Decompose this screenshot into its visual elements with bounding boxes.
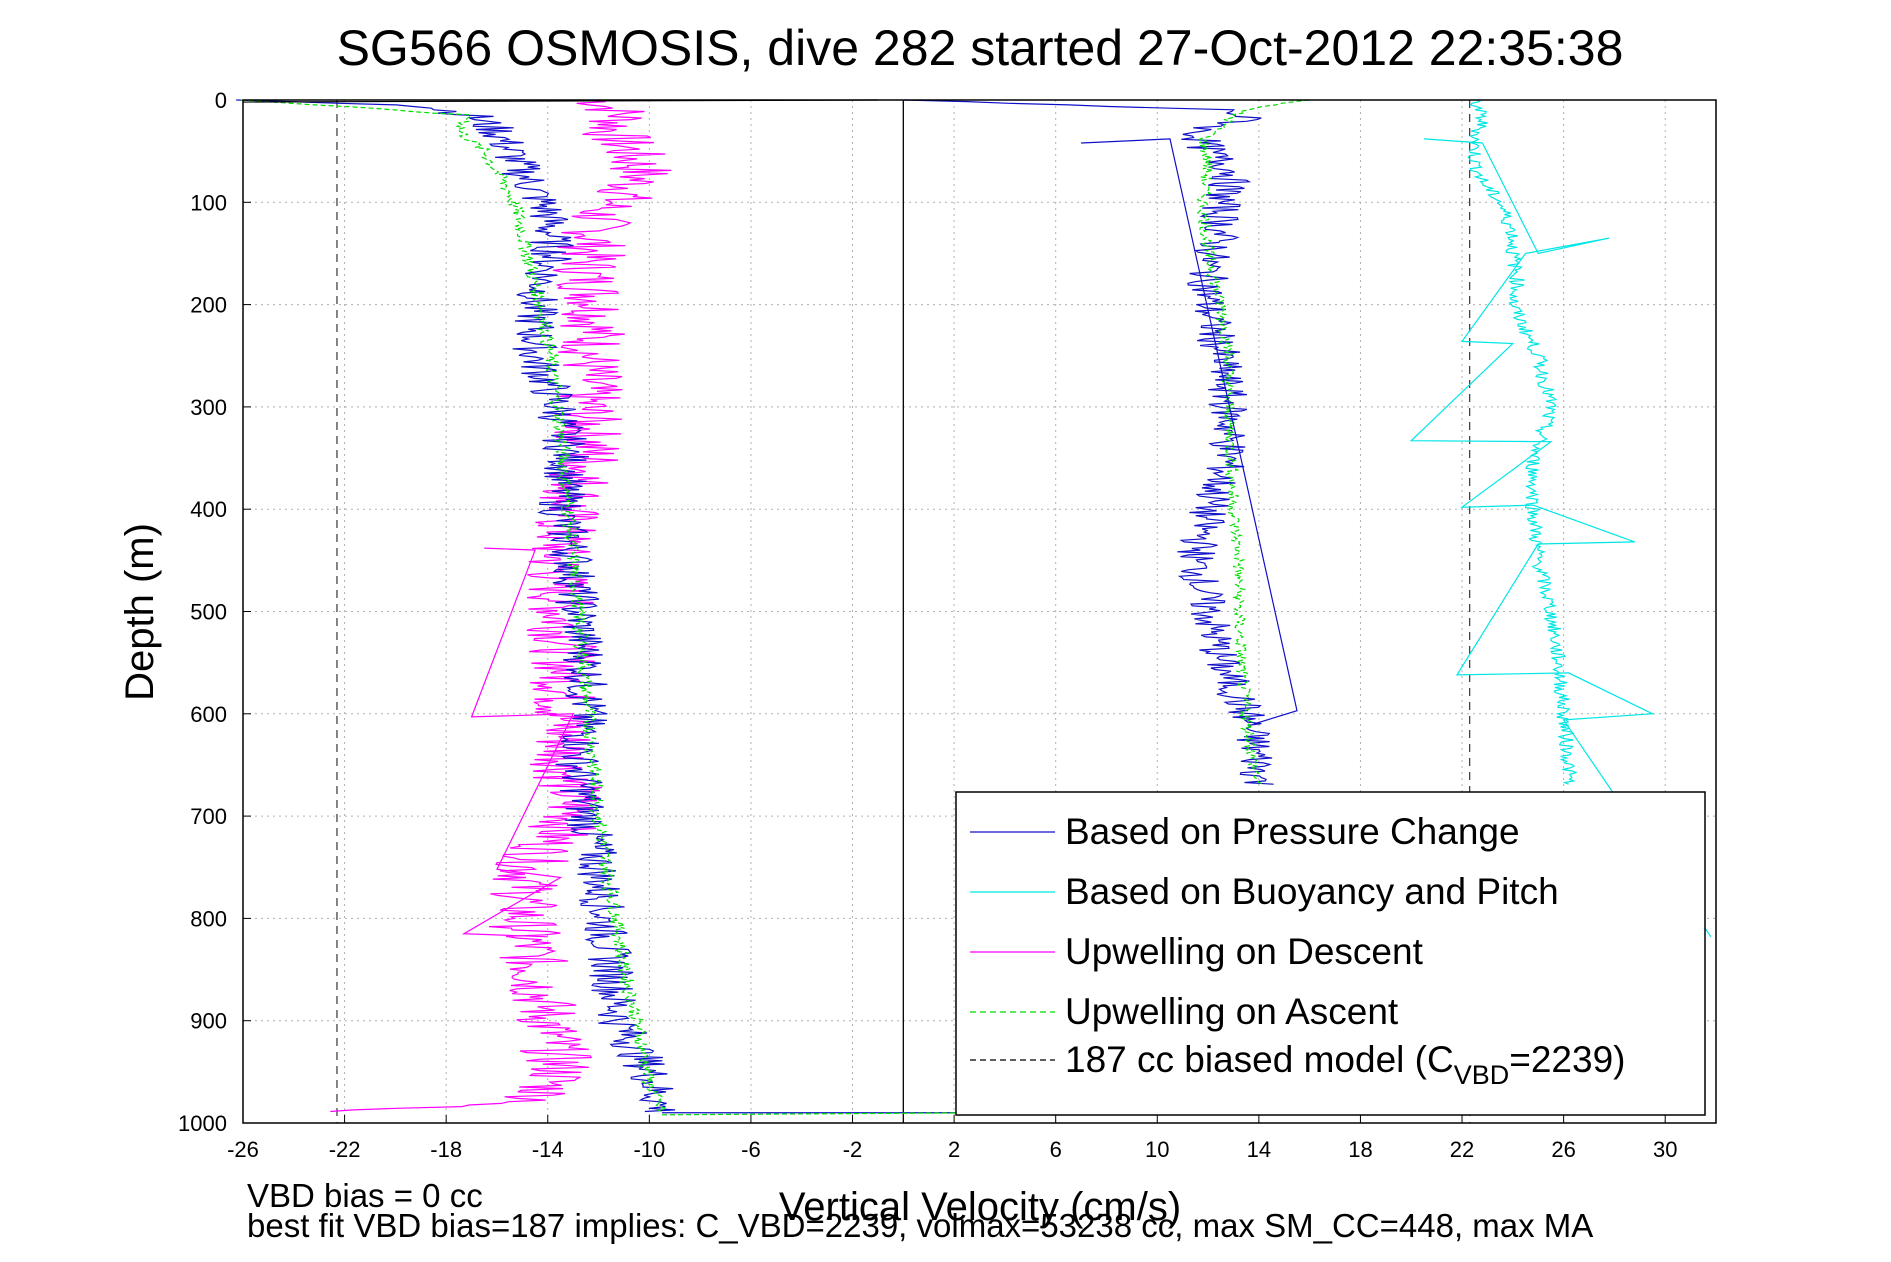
axis-ticks: -26 -22 -18 -14 -10 -6 -2 2 6 10 14 18 22 26 300100200… — [178, 88, 1677, 1162]
y-tick-label: 400 — [190, 497, 227, 522]
x-tick-label: -10 — [633, 1137, 665, 1162]
y-tick-label: 500 — [190, 600, 227, 625]
y-tick-label: 100 — [190, 190, 227, 215]
footer-fit-info: best fit VBD bias=187 implies: C_VBD=223… — [247, 1207, 1593, 1244]
chart-title: SG566 OSMOSIS, dive 282 started 27-Oct-2… — [337, 20, 1624, 76]
x-axis-label: Vertical Velocity (cm/s) — [779, 1185, 1181, 1229]
series-trace — [1196, 99, 1310, 785]
legend-label: Based on Pressure Change — [1065, 811, 1520, 852]
x-tick-label: -18 — [430, 1137, 462, 1162]
series-trace — [330, 99, 672, 1113]
series-trace — [236, 99, 676, 1113]
x-tick-label: 2 — [948, 1137, 960, 1162]
series-trace — [240, 99, 668, 1113]
series-group — [236, 99, 1578, 1113]
x-tick-label: 30 — [1653, 1137, 1677, 1162]
y-tick-label: 1000 — [178, 1111, 227, 1136]
footer-vbd-bias: VBD bias = 0 cc — [247, 1177, 483, 1214]
x-tick-label: -14 — [532, 1137, 564, 1162]
x-tick-label: 6 — [1050, 1137, 1062, 1162]
y-tick-label: 900 — [190, 1009, 227, 1034]
x-tick-label: 10 — [1145, 1137, 1169, 1162]
reference-lines — [336, 100, 1471, 1123]
x-tick-label: 26 — [1551, 1137, 1575, 1162]
series-spike — [1409, 138, 1712, 938]
legend-label: Upwelling on Ascent — [1065, 991, 1399, 1032]
y-tick-label: 300 — [190, 395, 227, 420]
series-spike — [461, 547, 575, 938]
y-axis-label: Depth (m) — [118, 523, 162, 701]
y-tick-label: 600 — [190, 702, 227, 727]
legend-label: Upwelling on Descent — [1065, 931, 1424, 972]
y-tick-label: 700 — [190, 804, 227, 829]
legend-label: 187 cc biased model (CVBD=2239) — [1065, 1039, 1625, 1090]
x-tick-label: 18 — [1348, 1137, 1372, 1162]
x-tick-label: -26 — [227, 1137, 259, 1162]
series-spike — [1081, 138, 1298, 725]
y-tick-label: 200 — [190, 293, 227, 318]
y-tick-label: 800 — [190, 906, 227, 931]
x-tick-label: 22 — [1450, 1137, 1474, 1162]
x-tick-label: 14 — [1247, 1137, 1271, 1162]
legend-label: Based on Buoyancy and Pitch — [1065, 871, 1559, 912]
x-tick-label: -22 — [329, 1137, 361, 1162]
x-tick-label: -6 — [741, 1137, 761, 1162]
legend-box — [955, 791, 1706, 1116]
y-tick-label: 0 — [215, 88, 227, 113]
series-trace — [904, 99, 1274, 785]
legend: Based on Pressure Change Based on Buoyanc… — [955, 791, 1706, 1116]
x-tick-label: -2 — [843, 1137, 863, 1162]
